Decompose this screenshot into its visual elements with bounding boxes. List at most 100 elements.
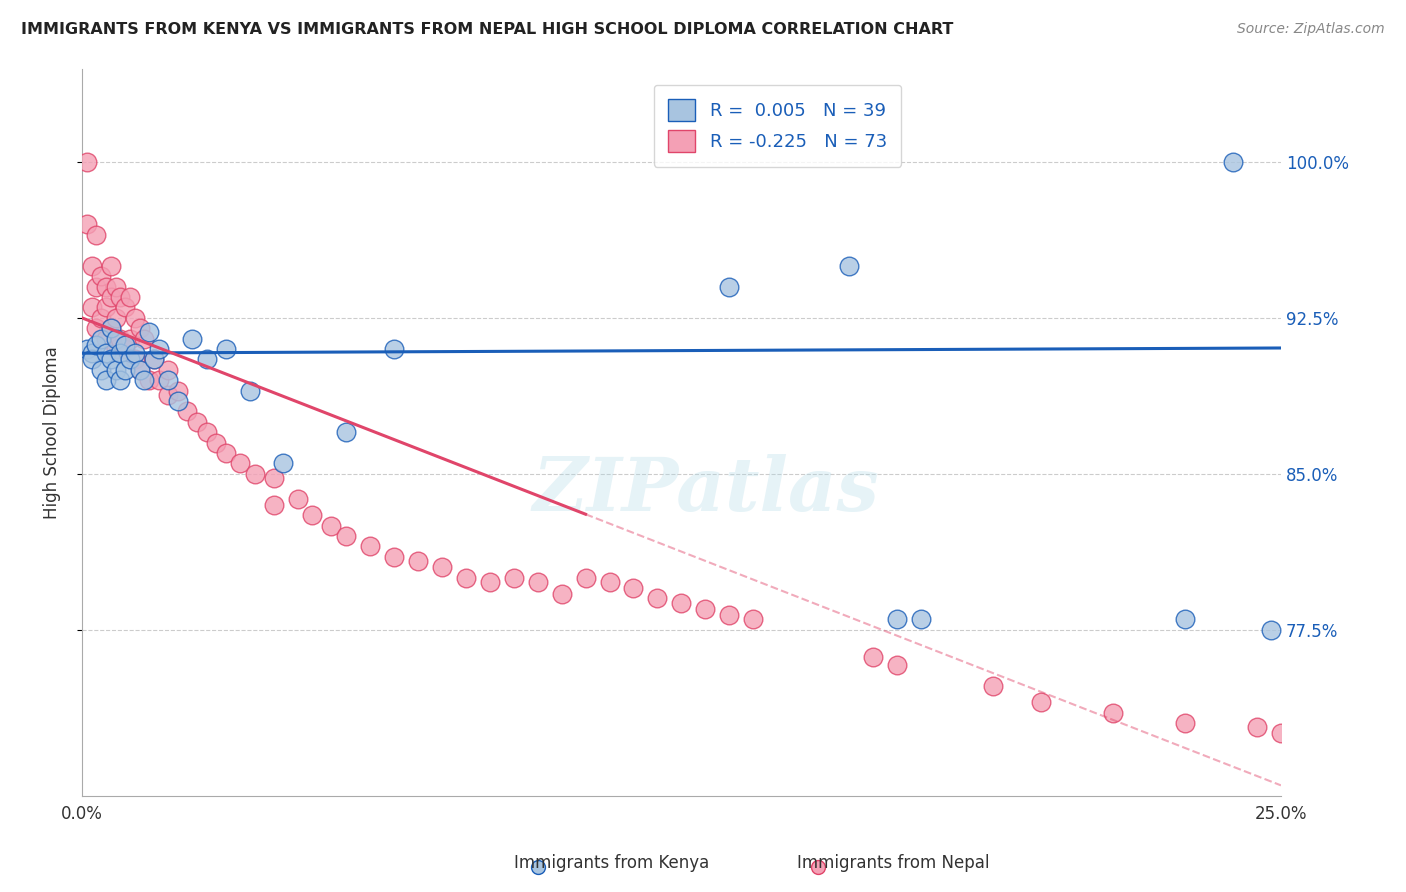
Point — [76, 342, 98, 356]
Point — [1102, 706, 1125, 720]
Point — [205, 435, 228, 450]
Point — [1270, 726, 1292, 740]
Point — [195, 425, 218, 439]
Point — [502, 571, 524, 585]
Point — [359, 540, 381, 554]
Point — [100, 352, 122, 367]
Point — [167, 394, 190, 409]
Point — [273, 456, 295, 470]
Point — [239, 384, 262, 398]
Point — [382, 549, 405, 564]
Point — [981, 679, 1004, 693]
Point — [215, 342, 238, 356]
Point — [104, 363, 127, 377]
Point — [114, 342, 136, 356]
Point — [671, 595, 693, 609]
Point — [148, 373, 170, 387]
Point — [176, 404, 198, 418]
Point — [527, 860, 550, 874]
Point — [574, 571, 596, 585]
Point — [100, 259, 122, 273]
Point — [80, 352, 103, 367]
Point — [134, 332, 156, 346]
Point — [1222, 155, 1244, 169]
Point — [114, 363, 136, 377]
Point — [157, 373, 180, 387]
Point — [118, 290, 141, 304]
Point — [1031, 695, 1053, 709]
Point — [838, 259, 860, 273]
Point — [110, 290, 132, 304]
Point — [100, 321, 122, 335]
Point — [142, 352, 165, 367]
Point — [90, 310, 112, 325]
Text: Immigrants from Kenya: Immigrants from Kenya — [515, 855, 709, 872]
Point — [86, 227, 108, 242]
Point — [138, 326, 160, 340]
Point — [124, 346, 146, 360]
Point — [94, 373, 117, 387]
Point — [94, 301, 117, 315]
Point — [94, 346, 117, 360]
Point — [148, 342, 170, 356]
Point — [886, 612, 908, 626]
Point — [157, 388, 180, 402]
Point — [406, 554, 429, 568]
Point — [862, 649, 884, 664]
Point — [167, 384, 190, 398]
Point — [550, 587, 572, 601]
Text: Source: ZipAtlas.com: Source: ZipAtlas.com — [1237, 22, 1385, 37]
Point — [76, 218, 98, 232]
Point — [1174, 716, 1197, 731]
Point — [599, 574, 621, 589]
Point — [301, 508, 323, 523]
Point — [229, 456, 252, 470]
Point — [195, 352, 218, 367]
Point — [1174, 612, 1197, 626]
Point — [186, 415, 208, 429]
Point — [104, 332, 127, 346]
Point — [335, 529, 357, 543]
Point — [128, 321, 150, 335]
Point — [110, 332, 132, 346]
Point — [430, 560, 453, 574]
Text: IMMIGRANTS FROM KENYA VS IMMIGRANTS FROM NEPAL HIGH SCHOOL DIPLOMA CORRELATION C: IMMIGRANTS FROM KENYA VS IMMIGRANTS FROM… — [21, 22, 953, 37]
Point — [321, 518, 343, 533]
Point — [100, 321, 122, 335]
Point — [243, 467, 266, 481]
Point — [910, 612, 932, 626]
Point — [454, 571, 477, 585]
Point — [80, 346, 103, 360]
Point — [90, 363, 112, 377]
Point — [104, 310, 127, 325]
Point — [128, 363, 150, 377]
Point — [86, 338, 108, 352]
Text: Immigrants from Nepal: Immigrants from Nepal — [797, 855, 988, 872]
Point — [124, 310, 146, 325]
Point — [110, 346, 132, 360]
Point — [695, 601, 717, 615]
Point — [104, 279, 127, 293]
Point — [100, 290, 122, 304]
Point — [90, 332, 112, 346]
Point — [76, 155, 98, 169]
Point — [138, 373, 160, 387]
Point — [718, 279, 741, 293]
Point — [718, 607, 741, 622]
Point — [114, 338, 136, 352]
Point — [263, 471, 285, 485]
Point — [886, 657, 908, 672]
Point — [80, 259, 103, 273]
Point — [118, 352, 141, 367]
Point — [118, 332, 141, 346]
Legend: R =  0.005   N = 39, R = -0.225   N = 73: R = 0.005 N = 39, R = -0.225 N = 73 — [654, 85, 901, 167]
Point — [647, 591, 669, 606]
Point — [80, 301, 103, 315]
Point — [1260, 623, 1282, 637]
Point — [157, 363, 180, 377]
Point — [335, 425, 357, 439]
Point — [526, 574, 548, 589]
Point — [114, 301, 136, 315]
Y-axis label: High School Diploma: High School Diploma — [44, 346, 60, 518]
Point — [90, 269, 112, 284]
